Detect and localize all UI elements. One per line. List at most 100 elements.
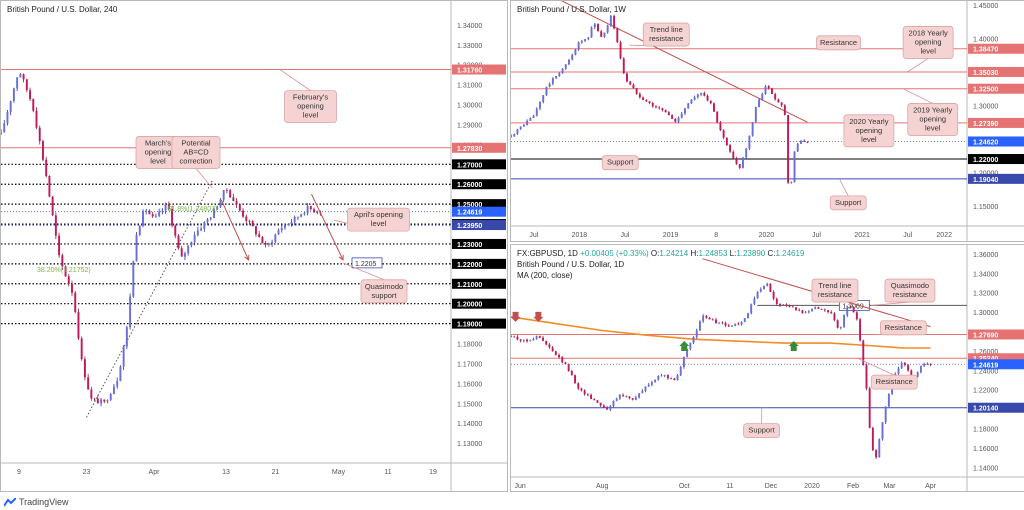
candle-body: [687, 103, 690, 109]
candle-body: [674, 118, 677, 122]
callout-text: Resistance: [885, 323, 922, 332]
current-price-label: 1.24620: [973, 139, 998, 146]
candle-body: [750, 304, 753, 314]
chart-svg[interactable]: 1.360001.340001.320001.300001.280001.260…: [511, 245, 1024, 491]
candle-body: [929, 363, 932, 365]
candle-body: [884, 406, 887, 423]
chart-svg[interactable]: 1.340001.330001.320001.310001.300001.290…: [1, 1, 507, 491]
candle-body: [529, 340, 532, 342]
candle-body: [887, 393, 890, 407]
candle-body: [90, 389, 93, 399]
candle-body: [71, 283, 73, 293]
candle-body: [222, 190, 225, 200]
callout-text: level: [150, 156, 166, 165]
chart-panel-weekly[interactable]: 1.450001.400001.350001.300001.250001.200…: [510, 0, 1024, 242]
candle-body: [112, 386, 115, 394]
brand-label: TradingView: [19, 497, 69, 507]
callout-pointer: [342, 262, 385, 281]
candle-body: [743, 318, 746, 322]
candle-body: [787, 114, 790, 183]
projection-arrow-head: [244, 254, 250, 261]
level-price-label: 1.27390: [973, 121, 998, 128]
callout-box: [879, 320, 927, 336]
candle-body: [926, 363, 929, 365]
candle-body: [788, 306, 791, 308]
candle-body: [151, 214, 154, 217]
x-tick-label: 23: [83, 469, 91, 476]
y-tick-label: 1.15000: [457, 401, 482, 408]
x-tick-label: 9: [17, 469, 21, 476]
candle-body: [587, 37, 590, 40]
callout-pointer: [195, 168, 213, 189]
candle-body: [519, 339, 522, 341]
chart-svg[interactable]: 1.450001.400001.350001.300001.250001.200…: [511, 1, 1024, 241]
moving-average-line: [511, 316, 931, 349]
candle-body: [571, 54, 574, 60]
candle-body: [38, 127, 41, 142]
y-tick-label: 1.24000: [973, 368, 998, 375]
y-tick-label: 1.30000: [973, 310, 998, 317]
candle-body: [548, 344, 551, 348]
candle-body: [734, 323, 737, 327]
y-tick-label: 1.45000: [973, 3, 998, 10]
level-price-label: 1.20000: [457, 302, 482, 309]
candle-body: [277, 230, 280, 235]
candle-body: [777, 99, 780, 103]
change-value: +0.00405 (+0.33%): [580, 249, 649, 258]
candle-body: [590, 27, 593, 38]
candle-body: [116, 381, 119, 387]
candle-body: [910, 370, 913, 378]
callout-text: opening: [145, 147, 172, 156]
candle-body: [709, 100, 712, 104]
candle-body: [628, 396, 631, 399]
candle-body: [545, 86, 548, 96]
candle-body: [690, 99, 693, 104]
level-price-label: 1.35030: [973, 70, 998, 77]
y-tick-label: 1.31000: [457, 83, 482, 90]
candle-body: [843, 315, 846, 327]
indicator-label: MA (200, close): [517, 271, 573, 280]
candle-body: [606, 407, 609, 410]
level-price-tag: [452, 278, 506, 289]
callout-box: [907, 103, 959, 136]
candle-body: [839, 326, 842, 328]
level-price-tag: [452, 220, 506, 231]
candle-body: [745, 148, 748, 158]
level-price-tag: [968, 66, 1024, 77]
y-tick-label: 1.33000: [457, 43, 482, 50]
callout-box: [811, 278, 859, 303]
candle-body: [689, 342, 692, 349]
candle-body: [785, 304, 788, 307]
level-price-label: 1.21000: [457, 282, 482, 289]
x-tick-label: 8: [714, 232, 718, 239]
candle-body: [663, 375, 666, 376]
y-tick-label: 1.36000: [973, 252, 998, 259]
candle-body: [780, 102, 783, 106]
chart-panel-daily[interactable]: 1.360001.340001.320001.300001.280001.260…: [510, 244, 1024, 492]
candle-body: [16, 77, 19, 89]
candle-body: [106, 400, 109, 402]
callout-pointer: [857, 357, 895, 376]
candle-body: [167, 204, 170, 210]
y-tick-label: 1.18000: [973, 426, 998, 433]
chart-panel-4h[interactable]: 1.340001.330001.320001.310001.300001.290…: [0, 0, 508, 492]
low-value: 1.23890: [736, 249, 766, 258]
callout-text: 2018 Yearly: [909, 28, 948, 37]
candle-body: [577, 42, 580, 50]
candle-body: [316, 212, 319, 213]
callout-text: March's: [145, 138, 171, 147]
x-tick-label: Mar: [883, 483, 896, 490]
candle-body: [177, 235, 180, 249]
candle-body: [641, 390, 644, 394]
candle-body: [635, 88, 638, 94]
candle-body: [77, 312, 80, 339]
candle-body: [769, 283, 772, 292]
candle-body: [632, 84, 635, 89]
short-level-label: 1.3069: [842, 303, 864, 310]
candle-body: [836, 320, 839, 328]
candle-body: [751, 122, 754, 136]
candle-body: [795, 307, 797, 310]
candle-body: [74, 292, 77, 313]
candle-body: [658, 107, 661, 109]
candle-body: [767, 86, 770, 89]
